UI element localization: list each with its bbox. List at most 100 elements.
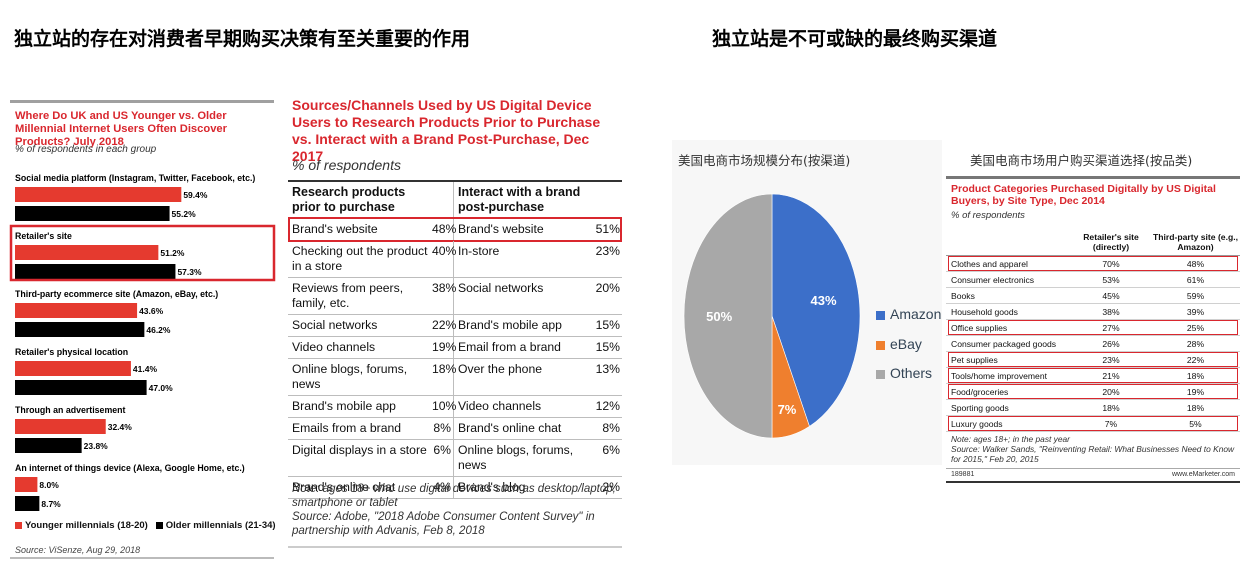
bar-value-label: 8.7% — [41, 499, 61, 509]
cell-category: Pet supplies — [951, 354, 998, 365]
cell-research: Checking out the product in a store — [292, 244, 428, 273]
research-table: Research products prior to purchase 0 In… — [288, 180, 622, 499]
cell-category: Office supplies — [951, 322, 1008, 333]
legend-label-older: Older millennials (21-34) — [165, 520, 276, 531]
cell-category: Food/groceries — [951, 386, 1009, 397]
cell-thirdparty: 61% — [1186, 274, 1205, 285]
table-row: Luxury goods 7% 5% — [946, 416, 1240, 432]
cell-thirdparty: 28% — [1186, 338, 1205, 349]
cell-retailer: 20% — [1102, 386, 1120, 397]
bar-category-label: An internet of things device (Alexa, Goo… — [15, 463, 245, 473]
cell-category: Tools/home improvement — [951, 370, 1048, 381]
bar-older — [15, 438, 82, 453]
legend-swatch-younger — [15, 521, 22, 529]
cell-research-pct: 48% — [432, 219, 456, 240]
category-table-panel: Product Categories Purchased Digitally b… — [946, 176, 1240, 484]
cell-retailer: 45% — [1102, 290, 1120, 301]
pie-slice-label: 43% — [811, 293, 837, 308]
bar-younger — [15, 187, 182, 202]
cell-interact: Online blogs, forums, news — [458, 443, 574, 472]
cell-thirdparty: 22% — [1186, 354, 1205, 365]
footer-brand: www.eMarketer.com — [1171, 471, 1235, 478]
bar-value-label: 57.3% — [177, 267, 202, 277]
bar-chart-panel: Where Do UK and US Younger vs. Older Mil… — [9, 100, 276, 560]
cell-research: Online blogs, forums, news — [292, 362, 408, 391]
cell-interact-pct: 15% — [595, 318, 620, 332]
category-table-panel-title: 美国电商市场用户购买渠道选择(按品类) — [970, 153, 1193, 168]
col-header-research: Research products prior to purchase — [292, 185, 406, 214]
col-header-thirdparty: Third-party site (e.g., Amazon) — [1153, 231, 1238, 252]
cell-retailer: 21% — [1102, 370, 1120, 381]
bar-value-label: 46.2% — [146, 325, 171, 335]
panel-bottom-rule — [288, 546, 622, 548]
table-row: Consumer packaged goods 26% 28% — [946, 336, 1240, 352]
cell-retailer: 23% — [1102, 354, 1120, 365]
cell-retailer: 70% — [1102, 258, 1120, 269]
panel-top-rule — [10, 100, 274, 103]
pie-legend-ebay: eBay — [876, 336, 922, 352]
cell-thirdparty: 19% — [1186, 386, 1205, 397]
legend-swatch-older — [155, 521, 163, 529]
pie-legend-amazon: Amazon — [876, 306, 941, 322]
bar-younger — [15, 477, 38, 492]
cell-research: Digital displays in a store — [292, 443, 427, 457]
table-footer: 189881 www.eMarketer.com — [946, 468, 1240, 478]
highlight-box — [9, 224, 276, 282]
bar-category-label: Retailer's site — [15, 231, 72, 241]
pie-chart-panel: 美国电商市场规模分布(按渠道) 43% 7% 50% Amazon eBay Oth… — [672, 140, 942, 465]
cell-interact-pct: 13% — [595, 362, 620, 376]
pie-legend-others: Others — [876, 365, 932, 381]
cell-interact: Brand's website — [458, 222, 544, 236]
bar-value-label: 47.0% — [149, 383, 174, 393]
cell-category: Consumer electronics — [951, 274, 1035, 285]
bar-older — [15, 380, 147, 395]
cell-interact-pct: 23% — [595, 244, 620, 258]
cell-interact-pct: 12% — [595, 399, 620, 413]
cell-retailer: 7% — [1104, 418, 1118, 429]
research-table-subtitle: % of respondents — [292, 157, 401, 173]
legend-swatch — [876, 310, 885, 320]
bar-younger — [15, 361, 131, 376]
cell-retailer: 18% — [1102, 402, 1120, 413]
table-row: Books 45% 59% — [946, 288, 1240, 304]
bar-value-label: 55.2% — [172, 209, 197, 219]
cell-interact-pct: 8% — [602, 421, 620, 435]
panel-bottom-rule — [10, 557, 274, 559]
cell-interact: Video channels — [458, 399, 542, 413]
bar-older — [15, 322, 145, 337]
cell-thirdparty: 25% — [1186, 322, 1205, 333]
cell-retailer: 53% — [1102, 274, 1120, 285]
category-table-note: Note: ages 18+; in the past year Source:… — [951, 434, 1241, 464]
col-header-interact: Interact with a brand post-purchase — [458, 185, 581, 214]
table-row: Brand's website 48% Brand's website 51% — [288, 217, 622, 242]
cell-research: Brand's mobile app — [292, 399, 396, 413]
table-header-row: Research products prior to purchase 0 In… — [288, 180, 622, 219]
table-row: Household goods 38% 39% — [946, 304, 1240, 320]
table-row: Sporting goods 18% 18% — [946, 400, 1240, 416]
cell-interact-pct: 51% — [595, 222, 620, 236]
cell-category: Clothes and apparel — [951, 258, 1028, 269]
cell-interact: Over the phone — [458, 362, 543, 376]
cell-research-pct: 38% — [432, 278, 456, 314]
bar-chart-source: Source: ViSenze, Aug 29, 2018 — [15, 545, 141, 555]
bar-category-label: Third-party ecommerce site (Amazon, eBay… — [15, 289, 218, 299]
pie-chart-svg: 43% 7% 50% — [683, 193, 861, 439]
legend-swatch — [876, 340, 885, 350]
cell-research-pct: 10% — [432, 396, 456, 417]
bar-chart-legend: Younger millennials (18-20) Older millen… — [15, 520, 276, 531]
cell-research: Video channels — [292, 340, 376, 354]
cell-interact: Social networks — [458, 281, 544, 295]
cell-category: Luxury goods — [951, 418, 1003, 429]
legend-label: Others — [890, 365, 933, 381]
cell-thirdparty: 5% — [1189, 418, 1202, 429]
bar-value-label: 59.4% — [183, 190, 208, 200]
cell-thirdparty: 18% — [1186, 370, 1205, 381]
cell-interact-pct: 2% — [602, 480, 620, 494]
cell-category: Household goods — [951, 306, 1018, 317]
bar-category-label: Through an advertisement — [15, 405, 126, 415]
cell-interact-pct: 15% — [595, 340, 620, 354]
category-table: Retailer's site (directly) Third-party s… — [946, 228, 1240, 432]
note-text: Note: ages 18+; in the past year — [951, 434, 1070, 444]
legend-label: eBay — [890, 336, 922, 352]
cell-retailer: 26% — [1102, 338, 1120, 349]
